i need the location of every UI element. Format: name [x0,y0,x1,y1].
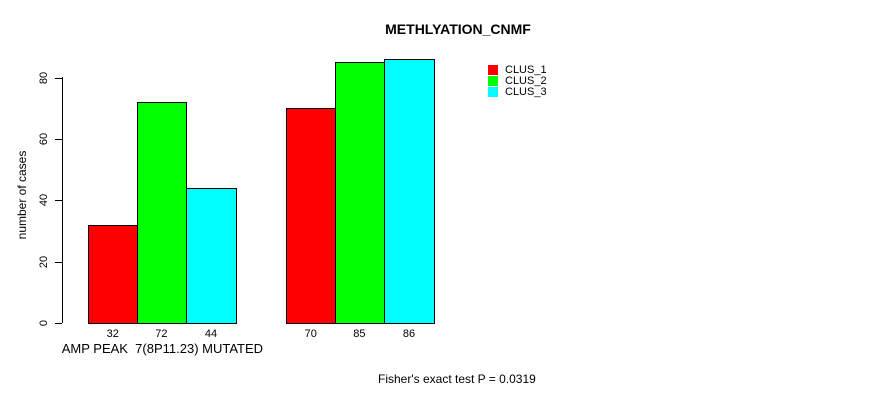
y-tick-mark [55,77,62,79]
bar-value-label: 85 [353,328,366,340]
legend-label: CLUS_3 [505,86,547,98]
legend-swatch-clus_2 [488,76,498,86]
legend-label: CLUS_2 [505,75,547,87]
legend-swatch-clus_3 [488,87,498,97]
bar-value-label: 70 [304,328,317,340]
y-tick-label: 20 [38,255,50,268]
y-axis-line [62,77,63,323]
y-tick-label: 80 [38,71,50,84]
y-tick-label: 60 [38,132,50,146]
bar-value-label: 44 [204,328,218,340]
bar-clus_1-group2 [286,108,337,324]
y-axis-label: number of cases [15,150,29,240]
legend: CLUS_1 CLUS_2 CLUS_3 [488,64,547,98]
legend-row: CLUS_2 [488,75,547,87]
chart-title: METHLYATION_CNMF [385,21,531,37]
y-tick-label: 0 [38,319,50,327]
legend-label: CLUS_1 [505,64,547,76]
y-tick-mark [55,138,62,140]
legend-row: CLUS_3 [488,86,547,98]
y-tick-mark [55,323,62,324]
bar-clus_3-group2 [384,59,435,324]
bar-value-label: 86 [402,328,416,340]
group-axis-label: AMP PEAK 7(8P11.23) MUTATED [61,341,264,356]
bar-value-label: 72 [155,328,168,340]
bar-clus_3-group1 [186,188,237,324]
bar-clus_1-group1 [88,224,139,324]
y-tick-label: 40 [38,194,50,207]
footer-annotation: Fisher's exact test P = 0.0319 [378,372,536,386]
legend-row: CLUS_1 [488,64,547,76]
legend-swatch-clus_1 [488,65,498,75]
bar-clus_2-group1 [136,102,188,324]
y-tick-mark [55,261,62,263]
bar-value-label: 32 [106,328,119,340]
bar-clus_2-group2 [334,62,386,324]
y-tick-mark [55,200,62,202]
